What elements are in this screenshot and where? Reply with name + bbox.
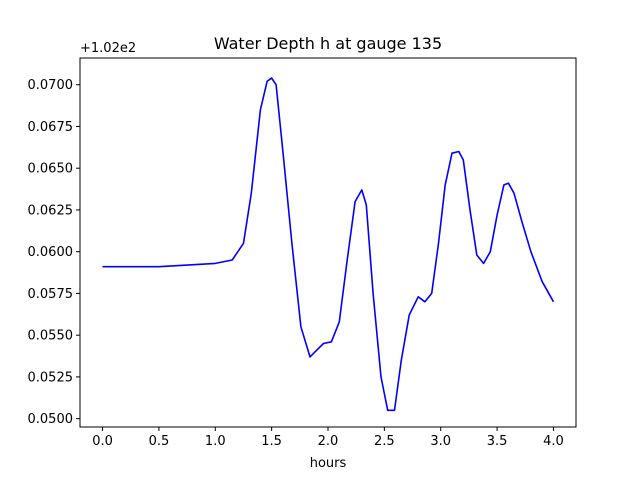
- x-tick-label: 1.0: [205, 434, 226, 449]
- x-tick-label: 3.5: [487, 434, 508, 449]
- series-line-0: [102, 77, 555, 412]
- x-axis: 0.0 0.5 1.0 1.5 2.0 2.5 3.0 3.5 4.0: [92, 427, 564, 449]
- x-tick-label: 2.5: [374, 434, 395, 449]
- x-axis-label: hours: [310, 456, 347, 471]
- chart-title: Water Depth h at gauge 135: [214, 34, 442, 53]
- y-tick-label: 0.0625: [28, 203, 74, 218]
- y-tick-label: 0.0500: [28, 412, 74, 427]
- x-tick-label: 0.0: [92, 434, 113, 449]
- y-tick-label: 0.0575: [28, 287, 74, 302]
- y-offset-label: +1.02e2: [80, 41, 136, 56]
- x-tick-label: 0.5: [149, 434, 170, 449]
- y-tick-label: 0.0650: [28, 162, 74, 177]
- y-tick-label: 0.0550: [28, 329, 74, 344]
- x-tick-label: 2.0: [318, 434, 339, 449]
- x-tick-label: 1.5: [261, 434, 282, 449]
- y-tick-label: 0.0525: [28, 370, 74, 385]
- y-tick-label: 0.0675: [28, 120, 74, 135]
- y-tick-label: 0.0700: [28, 78, 74, 93]
- y-axis: 0.0500 0.0525 0.0550 0.0575 0.0600 0.0625 0.06…: [28, 78, 80, 427]
- y-tick-label: 0.0600: [28, 245, 74, 260]
- x-tick-label: 4.0: [543, 434, 564, 449]
- x-tick-label: 3.0: [430, 434, 451, 449]
